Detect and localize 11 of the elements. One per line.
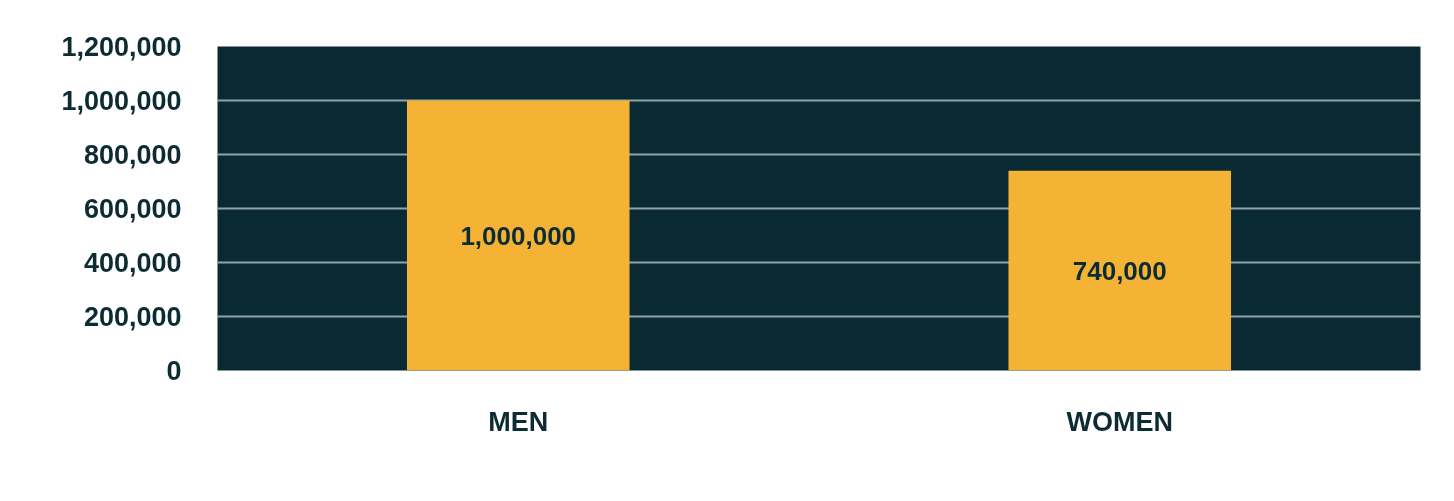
y-tick-label: 0 [166, 356, 182, 386]
y-tick-label: 800,000 [83, 140, 182, 170]
data-label: 740,000 [1072, 255, 1167, 286]
y-tick-label: 1,000,000 [61, 86, 182, 116]
x-tick-label: WOMEN [1066, 406, 1173, 437]
y-tick-label: 1,200,000 [61, 32, 182, 62]
y-tick-label: 600,000 [83, 194, 182, 224]
x-tick-label: MEN [488, 406, 549, 437]
y-tick-label: 200,000 [83, 302, 182, 332]
y-tick-label: 400,000 [83, 248, 182, 278]
data-label: 1,000,000 [460, 220, 577, 251]
